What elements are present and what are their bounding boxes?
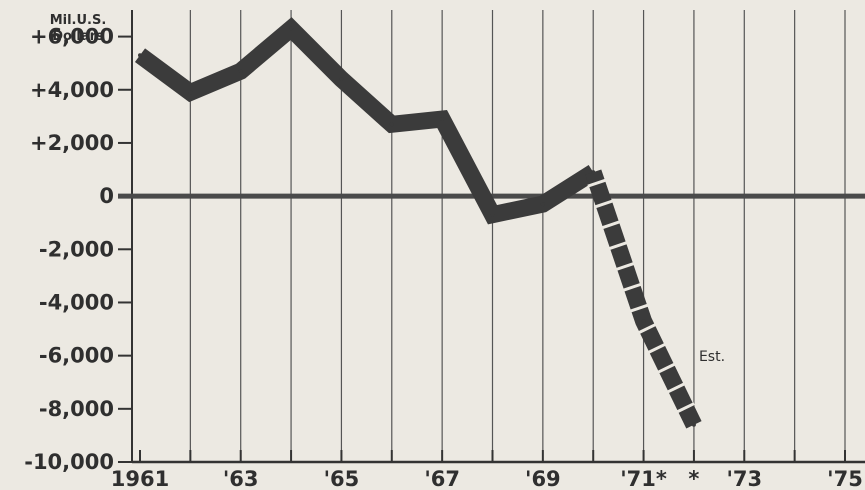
y-tick-label: -10,000 (24, 450, 114, 474)
data-point (440, 117, 445, 122)
data-point (188, 90, 193, 95)
x-tick-label: '71* (620, 467, 667, 490)
estimate-annotation: Est. (699, 349, 725, 365)
y-tick-label: +4,000 (30, 78, 114, 102)
data-point (339, 77, 344, 82)
data-point (641, 319, 646, 324)
x-tick-label: '75 (827, 467, 863, 490)
y-tick-label: -6,000 (39, 344, 114, 368)
y-tick-label: +2,000 (30, 131, 114, 155)
data-point (591, 170, 596, 175)
x-tick-label: '73 (726, 467, 762, 490)
data-point (389, 122, 394, 127)
data-point (691, 422, 696, 427)
grid-lines (189, 10, 846, 462)
y-tick-label: -8,000 (39, 397, 114, 421)
series-lines (134, 17, 703, 429)
x-tick-label: '65 (324, 467, 360, 490)
x-tick-label: * (688, 467, 699, 490)
y-axis-label-line-2: Dollars (52, 29, 104, 44)
series-line-actual (134, 17, 598, 225)
data-point (289, 26, 294, 31)
x-tick-label: '63 (223, 467, 259, 490)
data-point (138, 53, 142, 58)
data-point (540, 202, 545, 207)
x-tick-label: '67 (424, 467, 460, 490)
y-tick-labels: +6,000 +4,000 +2,000 0 -2,000 -4,000 -6,000 -8,… (24, 25, 114, 474)
data-point (238, 69, 243, 74)
x-tick-labels: 1961 '63 '65 '67 '69 '71* * '73 '75 (111, 467, 863, 490)
y-tick-label: -4,000 (39, 290, 114, 314)
data-point (490, 212, 495, 217)
y-axis-label: Mil.U.S. Dollars (50, 13, 107, 44)
y-axis-label-line-1: Mil.U.S. (50, 13, 107, 28)
annotations: Est. (699, 349, 725, 365)
x-tick-label: 1961 (111, 467, 169, 490)
y-tick-label: +6,000 (30, 25, 114, 49)
y-tick-label: 0 (99, 184, 114, 208)
y-tick-label: -2,000 (39, 237, 114, 261)
x-tick-label: '69 (525, 467, 561, 490)
